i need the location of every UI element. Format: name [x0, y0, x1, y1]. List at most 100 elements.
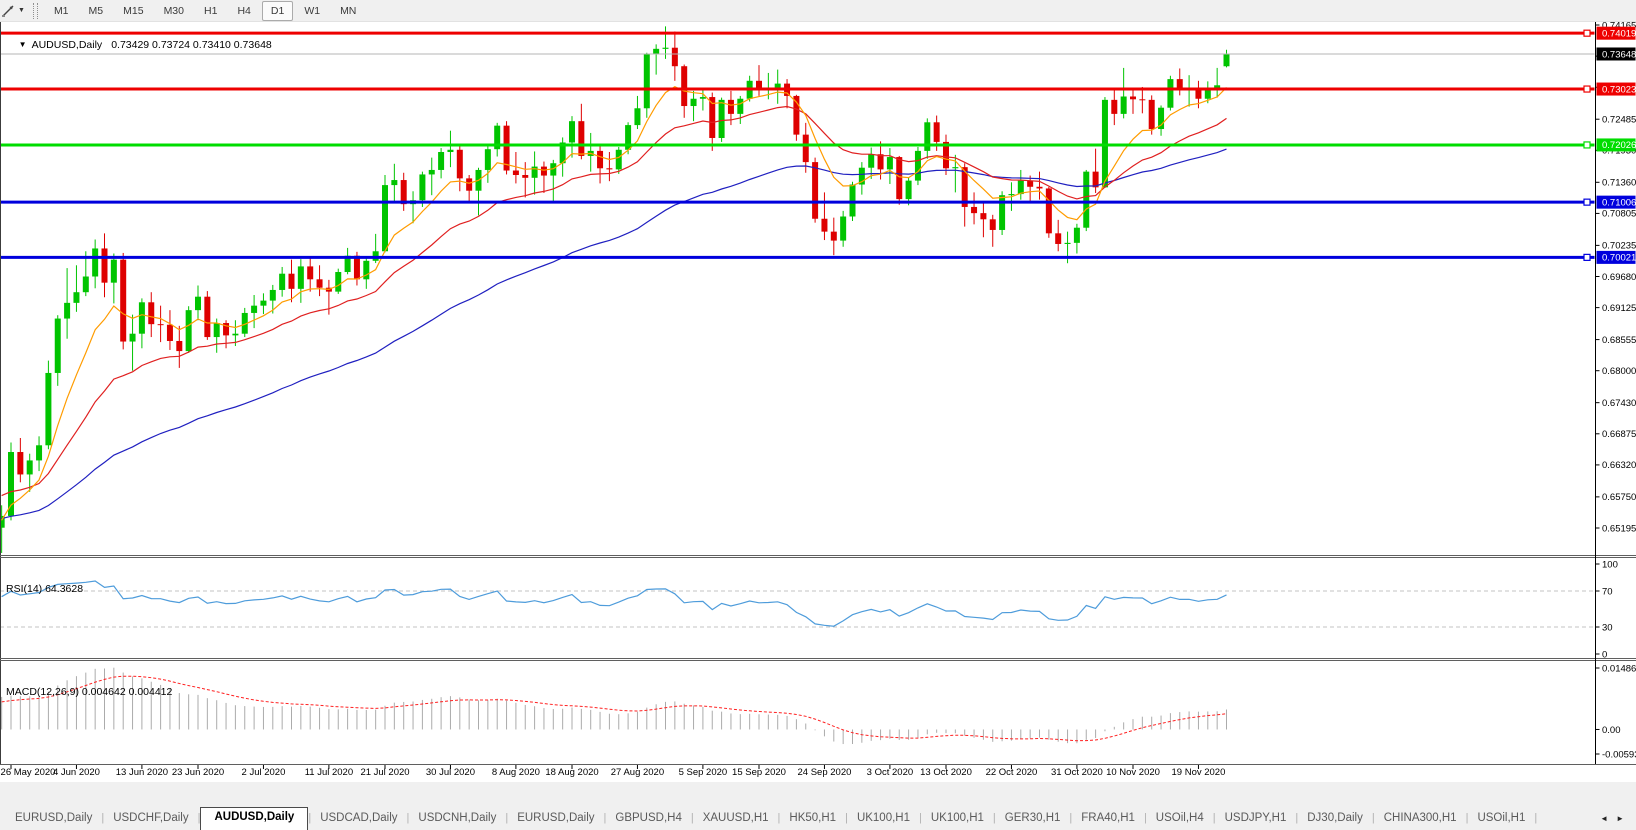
svg-text:30 Jul 2020: 30 Jul 2020: [426, 767, 475, 778]
timeframe-button-d1[interactable]: D1: [261, 0, 294, 21]
price-axis[interactable]: 0.741650.724850.719300.713600.708050.702…: [1595, 20, 1636, 534]
price-label-0.72026: 0.72026: [1596, 138, 1636, 152]
svg-text:70: 70: [1602, 586, 1613, 597]
toolbar-grip[interactable]: [32, 2, 38, 19]
chart-tab-ger30-h1[interactable]: GER30,H1: [1004, 812, 1061, 824]
panel-splitter-main-rsi[interactable]: [0, 555, 1636, 558]
chart-canvas[interactable]: 0.741650.724850.719300.713600.708050.702…: [0, 0, 1636, 782]
chart-tab-usoil-h4[interactable]: USOil,H4: [1155, 812, 1204, 824]
rsi-indicator-label: RSI(14) 64.3628: [6, 583, 84, 595]
chart-tab-usdcad-daily[interactable]: USDCAD,Daily: [320, 812, 398, 824]
horizontal-line-0.72026[interactable]: [0, 141, 1595, 149]
chart-tab-gbpusd-h4[interactable]: GBPUSD,H4: [615, 812, 682, 824]
panel-splitter-rsi-macd[interactable]: [0, 658, 1636, 661]
svg-text:18 Aug 2020: 18 Aug 2020: [545, 767, 598, 778]
timeframe-button-h4[interactable]: H4: [237, 4, 251, 17]
chart-tab-china300-h1[interactable]: CHINA300,H1: [1383, 812, 1457, 824]
chart-tab-eurusd-daily[interactable]: EURUSD,Daily: [517, 812, 595, 824]
macd-indicator-label: MACD(12,26,9) 0.004642 0.004412: [6, 686, 173, 698]
svg-text:15 Sep 2020: 15 Sep 2020: [732, 767, 786, 778]
price-label-0.74019: 0.74019: [1596, 26, 1636, 40]
svg-text:0.00: 0.00: [1602, 725, 1621, 736]
price-label-0.71006: 0.71006: [1596, 195, 1636, 209]
svg-text:3 Oct 2020: 3 Oct 2020: [867, 767, 913, 778]
svg-text:10 Nov 2020: 10 Nov 2020: [1106, 767, 1160, 778]
horizontal-line-0.71006[interactable]: [0, 198, 1595, 206]
timeframe-button-m1[interactable]: M1: [53, 4, 69, 17]
svg-text:5 Sep 2020: 5 Sep 2020: [679, 767, 728, 778]
svg-text:0.68555: 0.68555: [1602, 335, 1636, 346]
svg-text:30: 30: [1602, 622, 1613, 633]
horizontal-line-0.73023[interactable]: [0, 85, 1595, 93]
crosshair-tool-button[interactable]: ▼: [0, 1, 28, 21]
tab-separator: |: [505, 812, 509, 824]
svg-text:0.66320: 0.66320: [1602, 460, 1636, 471]
svg-text:0.71360: 0.71360: [1602, 178, 1636, 189]
tab-separator: |: [992, 812, 996, 824]
chart-tab-usdjpy-h1[interactable]: USDJPY,H1: [1224, 812, 1287, 824]
rsi-panel: [0, 580, 1595, 628]
chart-window-title: ▼ AUDUSD,Daily 0.73429 0.73724 0.73410 0.7…: [7, 27, 272, 63]
moving-average-lines: [1, 86, 1227, 521]
svg-text:0.69680: 0.69680: [1602, 272, 1636, 283]
svg-text:4 Jun 2020: 4 Jun 2020: [53, 767, 100, 778]
tab-separator: |: [101, 812, 105, 824]
horizontal-line-0.70021[interactable]: [0, 253, 1595, 261]
chart-tab-dj30-daily[interactable]: DJ30,Daily: [1307, 812, 1363, 824]
chart-tab-xauusd-h1[interactable]: XAUUSD,H1: [702, 812, 769, 824]
svg-text:0.72026: 0.72026: [1602, 140, 1636, 151]
timeframe-button-mn[interactable]: MN: [340, 4, 357, 17]
horizontal-line-0.74019[interactable]: [0, 29, 1595, 37]
chevron-down-icon: ▼: [18, 7, 25, 14]
svg-text:-0.00593: -0.00593: [1602, 749, 1636, 760]
svg-text:0.70235: 0.70235: [1602, 241, 1636, 252]
chart-tab-hk50-h1[interactable]: HK50,H1: [789, 812, 837, 824]
svg-text:31 Oct 2020: 31 Oct 2020: [1051, 767, 1103, 778]
svg-text:24 Sep 2020: 24 Sep 2020: [798, 767, 852, 778]
timeframe-button-w1[interactable]: W1: [304, 4, 321, 17]
chart-tab-audusd-daily[interactable]: AUDUSD,Daily: [200, 807, 309, 830]
svg-text:0.68000: 0.68000: [1602, 366, 1636, 377]
chart-tab-eurusd-daily[interactable]: EURUSD,Daily: [15, 812, 93, 824]
tab-separator: |: [1143, 812, 1147, 824]
svg-text:0.67430: 0.67430: [1602, 398, 1636, 409]
svg-text:23 Jun 2020: 23 Jun 2020: [172, 767, 224, 778]
tab-scroll-left-button[interactable]: ◄: [1600, 814, 1609, 823]
tab-separator: |: [1295, 812, 1299, 824]
crosshair-tool-icon: [2, 5, 14, 17]
ma-slow-line: [1, 148, 1227, 520]
svg-text:0.65195: 0.65195: [1602, 523, 1636, 534]
svg-text:0.014861: 0.014861: [1602, 663, 1636, 674]
chart-tab-uk100-h1[interactable]: UK100,H1: [856, 812, 910, 824]
chart-tab-usoil-h1[interactable]: USOil,H1: [1477, 812, 1526, 824]
svg-text:2 Jul 2020: 2 Jul 2020: [242, 767, 286, 778]
tab-scroll-right-button[interactable]: ►: [1616, 814, 1624, 823]
svg-text:0.70021: 0.70021: [1602, 253, 1636, 264]
indicator-axis[interactable]: 100 70 30 0 0.014861 0.00 -0.00593: [1595, 559, 1636, 760]
macd-panel: [1, 667, 1227, 745]
svg-text:0.74165: 0.74165: [1602, 20, 1636, 31]
svg-text:8 Aug 2020: 8 Aug 2020: [492, 767, 540, 778]
tab-separator: |: [1069, 812, 1073, 824]
tab-separator: |: [690, 812, 694, 824]
tab-separator: |: [603, 812, 607, 824]
timeframe-button-h1[interactable]: H1: [204, 4, 218, 17]
timeframe-button-m30[interactable]: M30: [163, 4, 184, 17]
tab-separator: |: [1534, 812, 1538, 824]
chart-tab-usdchf-daily[interactable]: USDCHF,Daily: [113, 812, 189, 824]
tab-separator: |: [197, 812, 201, 824]
chart-tab-usdcnh-daily[interactable]: USDCNH,Daily: [418, 812, 497, 824]
timeframe-button-m5[interactable]: M5: [88, 4, 104, 17]
chart-tab-uk100-h1[interactable]: UK100,H1: [930, 812, 984, 824]
chart-symbol-label: AUDUSD,Daily: [31, 39, 103, 51]
chart-tab-fra40-h1[interactable]: FRA40,H1: [1081, 812, 1135, 824]
svg-text:13 Jun 2020: 13 Jun 2020: [116, 767, 168, 778]
tab-separator: |: [1212, 812, 1216, 824]
timeframe-button-m15[interactable]: M15: [123, 4, 144, 17]
svg-text:27 Aug 2020: 27 Aug 2020: [611, 767, 664, 778]
svg-text:0.72485: 0.72485: [1602, 115, 1636, 126]
ma-fast-line: [1, 86, 1227, 521]
bid-price-label: 0.73648: [1596, 47, 1636, 61]
svg-text:13 Oct 2020: 13 Oct 2020: [920, 767, 972, 778]
